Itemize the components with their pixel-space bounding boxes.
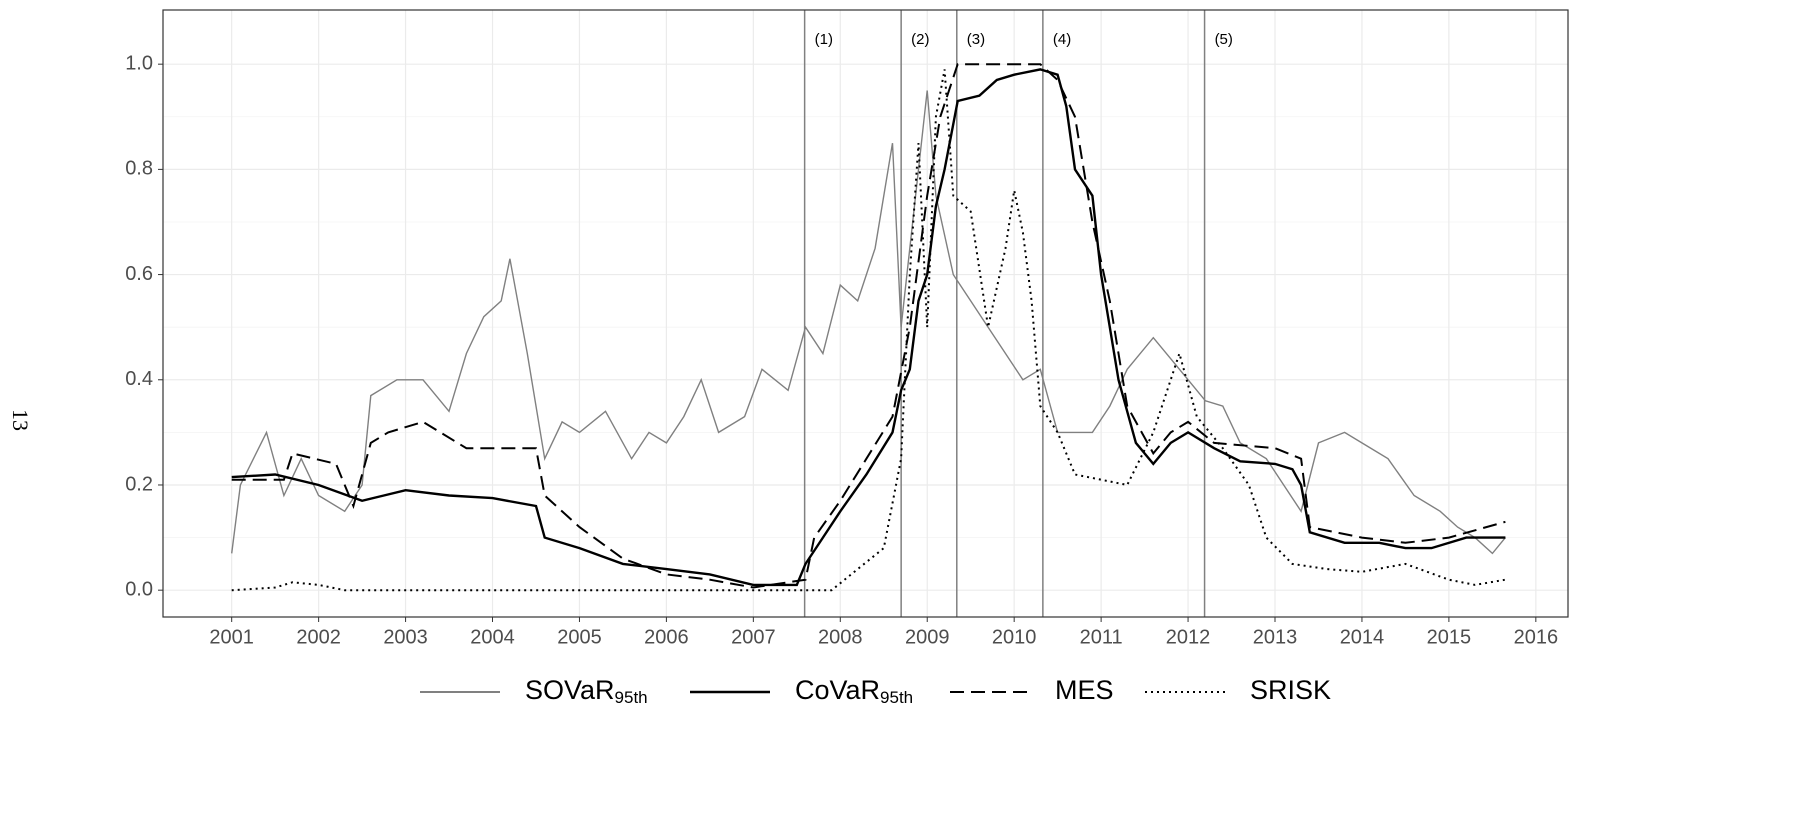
y-tick-label: 0.8 bbox=[125, 158, 153, 180]
legend-label: SRISK bbox=[1250, 675, 1331, 705]
x-tick-label: 2004 bbox=[470, 626, 515, 648]
legend-name: SOVaR bbox=[525, 675, 615, 705]
series-line bbox=[231, 90, 1506, 555]
x-tick-label: 2010 bbox=[992, 626, 1037, 648]
x-tick-label: 2014 bbox=[1340, 626, 1385, 648]
event-label: (2) bbox=[911, 31, 929, 48]
legend-name: SRISK bbox=[1250, 675, 1331, 705]
plot-frame bbox=[162, 9, 1569, 618]
y-tick-label: 1.0 bbox=[125, 52, 153, 74]
axes: 0.0 0.2 0.4 0.6 0.8 1.0 2001 2002 2003 2004 2005 20… bbox=[125, 52, 1558, 648]
series-line bbox=[231, 63, 1506, 589]
event-label: (1) bbox=[815, 31, 833, 48]
x-tick-label: 2013 bbox=[1253, 626, 1298, 648]
y-tick-label: 0.0 bbox=[125, 578, 153, 600]
legend-label: CoVaR95th bbox=[795, 675, 913, 707]
x-tick-label: 2009 bbox=[905, 626, 950, 648]
x-tick-label: 2007 bbox=[731, 626, 776, 648]
x-tick-label: 2003 bbox=[383, 626, 428, 648]
event-label: (4) bbox=[1053, 31, 1071, 48]
legend-label: SOVaR95th bbox=[525, 675, 648, 707]
y-tick-label: 0.6 bbox=[125, 263, 153, 285]
legend-label: MES bbox=[1055, 675, 1114, 705]
series-line bbox=[231, 68, 1506, 587]
x-tick-label: 2016 bbox=[1514, 626, 1559, 648]
x-tick-label: 2001 bbox=[209, 626, 254, 648]
legend: SOVaR95th CoVaR95th MES SRISK bbox=[420, 675, 1331, 707]
x-tick-label: 2012 bbox=[1166, 626, 1211, 648]
event-label: (5) bbox=[1215, 31, 1233, 48]
legend-name: CoVaR bbox=[795, 675, 880, 705]
event-label: (3) bbox=[967, 31, 985, 48]
page-number: 13 bbox=[8, 409, 33, 431]
y-tick-label: 0.2 bbox=[125, 473, 153, 495]
x-tick-label: 2006 bbox=[644, 626, 689, 648]
x-tick-label: 2015 bbox=[1427, 626, 1472, 648]
x-tick-label: 2002 bbox=[296, 626, 341, 648]
x-tick-label: 2005 bbox=[557, 626, 602, 648]
x-tick-label: 2008 bbox=[818, 626, 863, 648]
legend-subscript: 95th bbox=[615, 688, 648, 707]
plot-area: (1) (2) (3) (4) (5) bbox=[231, 10, 1506, 617]
legend-subscript: 95th bbox=[880, 688, 913, 707]
grid bbox=[163, 10, 1568, 617]
x-tick-label: 2011 bbox=[1080, 626, 1123, 648]
series-line bbox=[231, 69, 1506, 592]
legend-name: MES bbox=[1055, 675, 1114, 705]
y-tick-label: 0.4 bbox=[125, 368, 153, 390]
